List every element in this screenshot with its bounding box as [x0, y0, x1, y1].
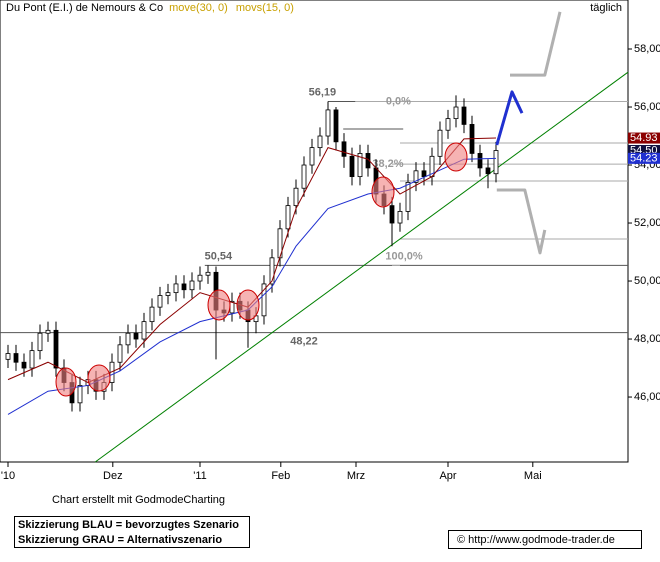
candle-body: [117, 344, 123, 363]
notes-box: Skizzierung BLAU = bevorzugtes Szenario …: [14, 516, 250, 548]
candle-body: [173, 283, 179, 294]
scenario-line: [510, 11, 562, 77]
level-label: 100,0%: [385, 250, 423, 262]
x-tick-label: '10: [1, 470, 15, 482]
candle-body: [29, 350, 35, 369]
candle-body: [493, 150, 499, 175]
candle-body: [157, 295, 163, 308]
legend-entry: move(30, 0): [169, 2, 228, 14]
scenario-line: [496, 188, 547, 255]
price-tag: [628, 145, 660, 157]
candle-body: [349, 155, 355, 178]
candle-body: [77, 385, 83, 404]
price-tag: [628, 132, 660, 144]
source-box: © http://www.godmode-trader.de: [448, 530, 642, 549]
source: © http://www.godmode-trader.de: [457, 534, 615, 546]
y-tick-label: 48,00: [634, 333, 660, 345]
candle-body: [21, 361, 27, 369]
candle-body: [149, 306, 155, 323]
level-label: 50,54: [205, 250, 233, 262]
y-tick-label: 56,00: [634, 101, 660, 113]
level-label: 56,19: [309, 86, 337, 98]
candle-body: [285, 205, 291, 230]
level-label: 48,22: [290, 336, 318, 348]
candle-body: [197, 274, 203, 282]
candle-body: [461, 106, 467, 125]
legend-entry: movs(15, 0): [236, 2, 294, 14]
price-tag-label: 54.93: [630, 132, 658, 144]
period: täglich: [590, 2, 622, 14]
candle-body: [421, 170, 427, 178]
x-tick-label: '11: [193, 470, 207, 482]
candle-body: [445, 118, 451, 131]
highlight: [55, 367, 77, 397]
x-tick-label: Feb: [271, 470, 290, 482]
level-label: 38,2%: [372, 158, 403, 170]
candle-body: [125, 332, 131, 346]
candle-body: [437, 129, 443, 157]
candle-body: [317, 135, 323, 149]
highlight: [444, 142, 468, 172]
candle-body: [405, 182, 411, 212]
candle-body: [301, 164, 307, 189]
candle-body: [141, 321, 147, 340]
candle-body: [181, 283, 187, 291]
candle-body: [293, 187, 299, 207]
x-tick-label: Dez: [103, 470, 123, 482]
highlight: [87, 364, 111, 392]
candle-body: [13, 353, 19, 363]
candle-body: [357, 153, 363, 178]
candle-body: [477, 153, 483, 169]
note: Skizzierung BLAU = bevorzugtes Szenario: [18, 519, 239, 531]
candle-body: [413, 170, 419, 183]
candle-body: [133, 332, 139, 340]
highlights: [55, 142, 468, 397]
level-label: 0,0%: [386, 95, 411, 107]
candle-body: [397, 211, 403, 224]
candle-body: [205, 271, 211, 276]
candle-body: [37, 332, 43, 352]
candle-body: [269, 257, 275, 285]
price-tag-label: 54.23: [630, 152, 658, 164]
candle-body: [53, 329, 59, 369]
candle-body: [189, 280, 195, 291]
candle-body: [453, 106, 459, 120]
highlight: [236, 289, 260, 321]
note: Skizzierung GRAU = Alternativszenario: [18, 534, 223, 546]
candle-body: [165, 292, 171, 296]
candle-body: [309, 147, 315, 166]
y-tick-label: 52,00: [634, 217, 660, 229]
y-tick-label: 58,00: [634, 43, 660, 55]
y-tick-label: 50,00: [634, 275, 660, 287]
chart-title: Du Pont (E.I.) de Nemours & Co: [6, 2, 163, 14]
x-tick-label: Apr: [439, 470, 456, 482]
trendline: [94, 71, 629, 463]
candle-body: [389, 205, 395, 224]
candle-body: [45, 329, 51, 334]
y-tick-label: 46,00: [634, 391, 660, 403]
candle-body: [341, 141, 347, 157]
candle-body: [5, 353, 11, 360]
x-tick-label: Mai: [524, 470, 542, 482]
candle-body: [325, 109, 331, 137]
candle-body: [485, 167, 491, 175]
candle-body: [333, 109, 339, 143]
highlight: [371, 176, 395, 208]
price-tag: [628, 152, 660, 164]
candle-body: [261, 283, 267, 317]
footnote: Chart erstellt mit GodmodeCharting: [52, 494, 225, 506]
scenario-line: [495, 90, 524, 146]
highlight: [207, 289, 231, 321]
x-tick-label: Mrz: [347, 470, 365, 482]
